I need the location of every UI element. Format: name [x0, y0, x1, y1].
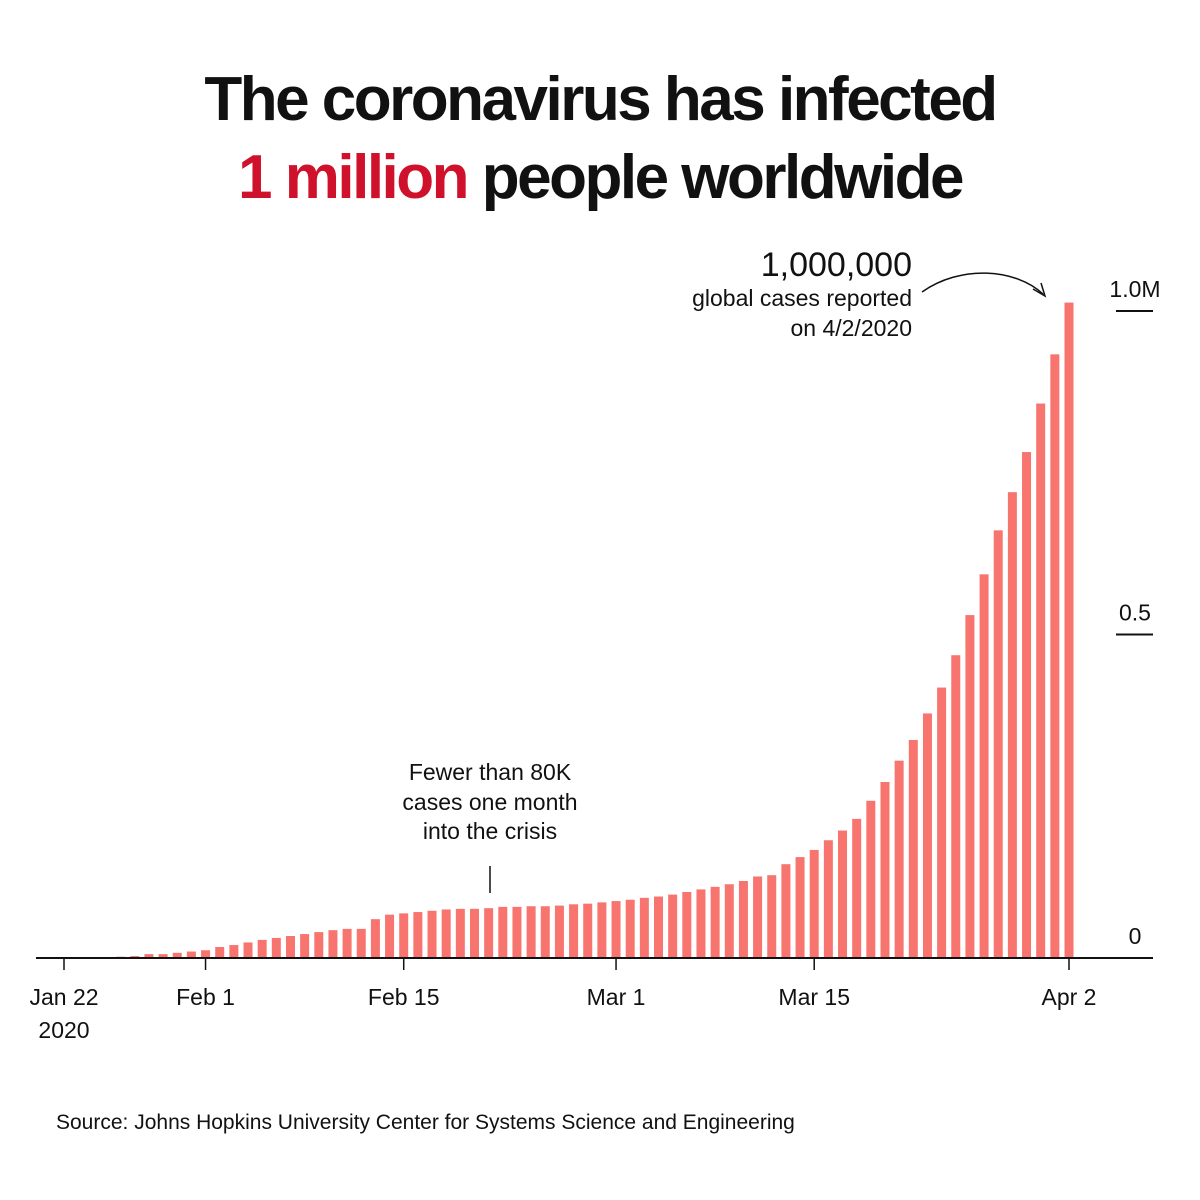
chart-title: 1 million people worldwide — [238, 143, 963, 212]
bar — [724, 884, 734, 958]
bar — [526, 906, 536, 958]
bar — [172, 952, 182, 958]
bar — [894, 760, 904, 958]
y-tick-label: 1.0M — [1109, 276, 1160, 302]
bar — [413, 912, 423, 958]
bar — [328, 930, 338, 958]
bar — [215, 947, 225, 958]
y-tick-label: 0.5 — [1119, 600, 1151, 626]
bar — [144, 954, 154, 958]
bar — [314, 932, 324, 958]
bar — [767, 875, 777, 958]
bar — [229, 945, 239, 958]
bar — [498, 906, 508, 958]
bar — [540, 906, 550, 958]
x-tick-label: Feb 1 — [176, 984, 235, 1010]
bar — [455, 908, 465, 958]
bar — [753, 876, 763, 958]
bar — [385, 914, 395, 958]
bar — [597, 902, 607, 958]
bar — [1007, 492, 1017, 958]
annotation: global cases reported — [692, 285, 912, 311]
bar — [257, 939, 267, 958]
bar — [993, 530, 1003, 958]
bar — [441, 909, 451, 958]
bar — [696, 889, 706, 958]
bar — [427, 910, 437, 958]
chart-title: The coronavirus has infected — [204, 65, 995, 134]
y-tick-label: 0 — [1129, 923, 1142, 949]
annotation: into the crisis — [423, 818, 557, 844]
arrow-head — [1032, 282, 1047, 298]
bar — [838, 830, 848, 958]
bar — [271, 937, 281, 958]
title-highlight: 1 million — [238, 143, 467, 212]
bar — [668, 894, 678, 958]
bar — [738, 881, 748, 958]
bar — [866, 800, 876, 958]
bar — [1050, 354, 1060, 958]
x-tick-label: Mar 1 — [587, 984, 646, 1010]
bar — [908, 739, 918, 958]
bar — [781, 864, 791, 958]
bar — [342, 928, 352, 958]
bar — [1022, 452, 1032, 958]
bar — [469, 908, 479, 958]
source: Source: Johns Hopkins University Center … — [56, 1111, 795, 1134]
bar — [852, 818, 862, 958]
x-tick-label: Apr 2 — [1042, 984, 1097, 1010]
bar — [937, 687, 947, 958]
bar — [399, 913, 409, 958]
bar — [356, 928, 366, 958]
bar — [979, 574, 989, 958]
annotation: on 4/2/2020 — [790, 315, 912, 341]
annotation-arrow — [921, 272, 1044, 295]
annotation-headline: 1,000,000 — [761, 246, 912, 284]
bar — [243, 942, 253, 958]
bar — [965, 615, 975, 958]
bar — [654, 896, 664, 958]
bar — [370, 919, 380, 958]
bar — [554, 905, 564, 958]
bar — [158, 954, 168, 958]
bar — [484, 908, 494, 958]
bar — [625, 899, 635, 958]
x-tick-label: Mar 15 — [778, 984, 850, 1010]
x-tick-label: Jan 22 — [29, 984, 98, 1010]
annotation: Fewer than 80K — [409, 759, 572, 785]
bar — [285, 936, 295, 958]
bar — [639, 897, 649, 958]
bar — [880, 782, 890, 958]
bar — [186, 951, 196, 958]
bar — [951, 655, 961, 958]
bar — [1064, 302, 1074, 958]
bar — [611, 901, 621, 958]
bar — [809, 849, 819, 958]
bar — [922, 713, 932, 958]
x-year-label: 2020 — [38, 1017, 89, 1043]
x-tick-label: Feb 15 — [368, 984, 440, 1010]
bar — [583, 903, 593, 958]
bar — [823, 840, 833, 958]
bar — [1036, 403, 1046, 958]
bar — [512, 906, 522, 958]
bar — [710, 886, 720, 958]
bar — [569, 904, 579, 958]
bar — [201, 950, 211, 958]
annotation: cases one month — [402, 789, 577, 815]
bar — [682, 892, 692, 958]
title-rest: people worldwide — [482, 143, 963, 212]
bar — [795, 857, 805, 958]
bar — [300, 934, 310, 958]
